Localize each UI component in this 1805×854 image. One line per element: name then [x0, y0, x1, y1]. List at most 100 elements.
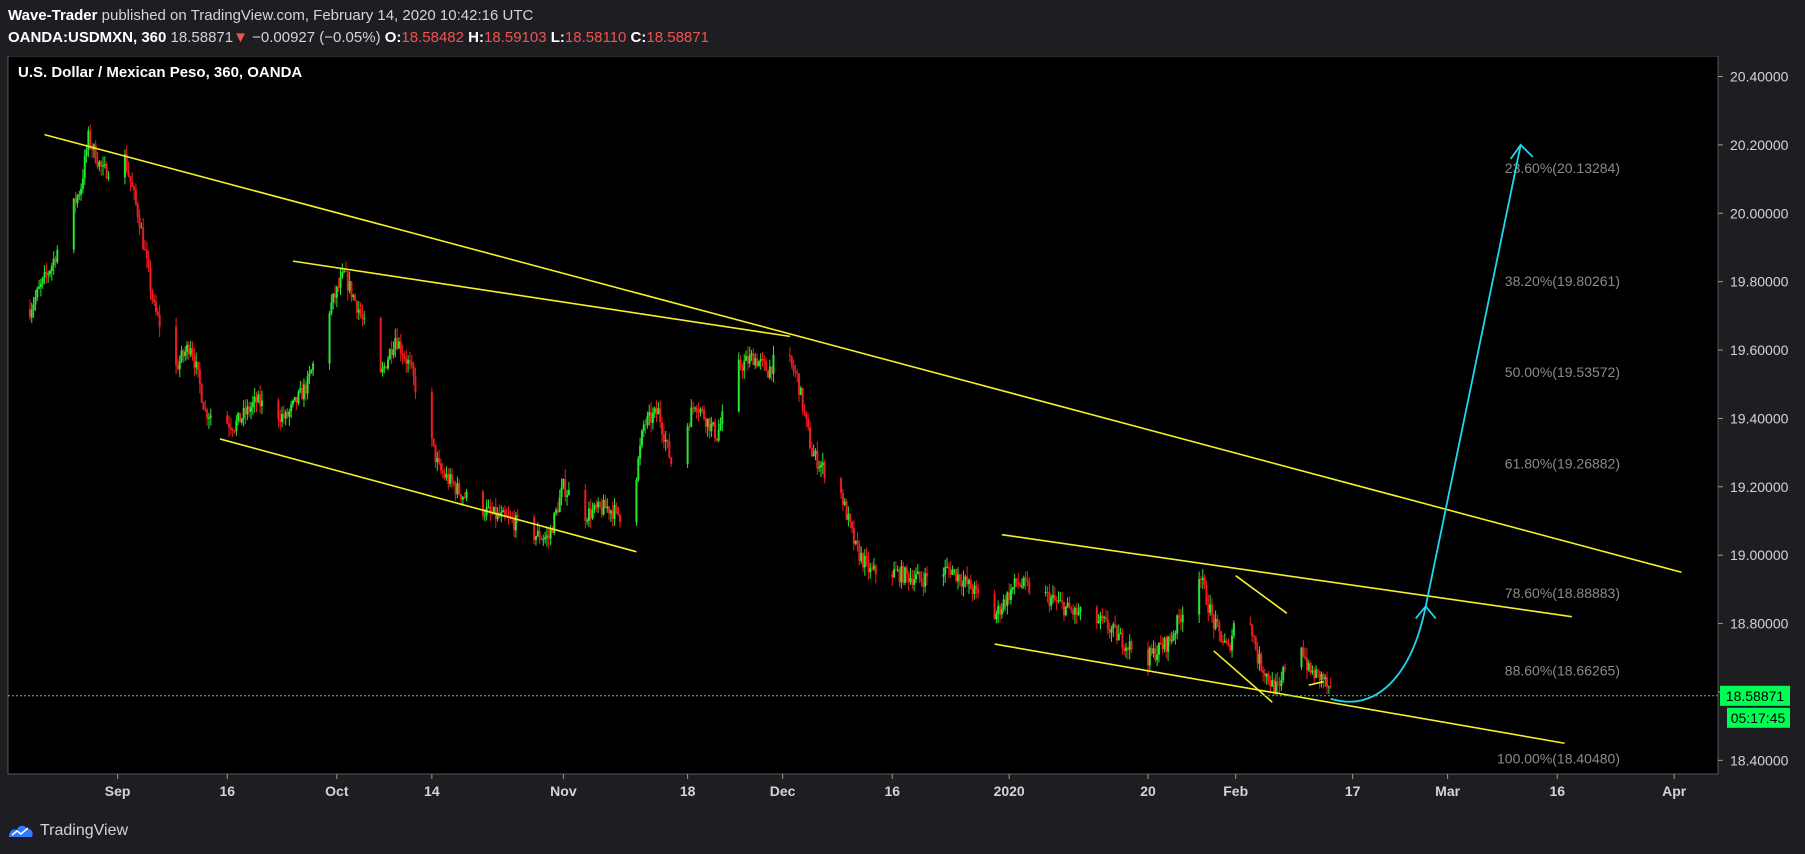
- candle-down: [1053, 595, 1056, 600]
- candle-up: [357, 309, 360, 313]
- candle-down: [540, 539, 543, 541]
- candle-up: [341, 272, 344, 278]
- candle-down: [796, 372, 799, 374]
- candle-down: [756, 358, 759, 367]
- candle-down: [516, 515, 519, 517]
- candle-up: [534, 536, 537, 540]
- candle-up: [1011, 587, 1014, 590]
- candle-down: [399, 341, 402, 354]
- candle-up: [39, 283, 42, 287]
- candle-down: [993, 593, 996, 620]
- trend-line[interactable]: [994, 643, 1565, 745]
- candle-down: [809, 427, 812, 449]
- candle-up: [306, 376, 309, 394]
- price-chart[interactable]: 23.60%(20.13284) 38.20%(19.80261) 50.00%(1…: [0, 56, 1805, 812]
- candle-down: [127, 170, 130, 177]
- candle-down: [432, 438, 435, 445]
- candle-down: [533, 516, 536, 540]
- candle-down: [1062, 602, 1065, 616]
- candle-down: [1019, 584, 1022, 587]
- bar-countdown-label: 05:17:45: [1731, 710, 1786, 726]
- candle-down: [410, 361, 413, 366]
- candle-down: [1326, 677, 1329, 687]
- candle-up: [609, 510, 612, 514]
- candle-up: [251, 402, 254, 408]
- candle-up: [1172, 634, 1175, 640]
- candle-up: [43, 272, 46, 278]
- candle-down: [200, 384, 203, 403]
- candle-down: [1267, 673, 1270, 682]
- candle-down: [94, 144, 97, 163]
- symbol-label[interactable]: OANDA:USDMXN, 360: [8, 29, 167, 46]
- chart-header: Wave-Trader published on TradingView.com…: [0, 0, 1805, 56]
- candle-down: [198, 369, 201, 385]
- candle-down: [131, 181, 134, 188]
- down-triangle-icon: ▼: [233, 29, 248, 46]
- candle-up: [81, 178, 84, 189]
- candle-up: [1125, 647, 1128, 651]
- candle-up: [1311, 670, 1314, 673]
- candle-up: [1000, 609, 1003, 615]
- candle-up: [944, 567, 947, 575]
- candle-down: [810, 448, 813, 457]
- candle-down: [688, 426, 691, 428]
- plot-area[interactable]: [8, 56, 1718, 774]
- candle-up: [1170, 639, 1173, 642]
- trend-line[interactable]: [1235, 575, 1288, 614]
- candle-down: [697, 411, 700, 413]
- candle-down: [617, 507, 620, 515]
- candle-down: [438, 457, 441, 464]
- candle-down: [96, 162, 99, 167]
- candle-down: [911, 578, 914, 585]
- candle-up: [242, 408, 245, 419]
- trend-line[interactable]: [44, 133, 1682, 574]
- candle-down: [708, 418, 711, 432]
- candle-down: [1106, 619, 1109, 630]
- candle-down: [350, 281, 353, 298]
- candle-down: [452, 481, 455, 485]
- candle-down: [977, 588, 980, 594]
- x-tick-label: 14: [424, 783, 440, 799]
- candle-down: [244, 408, 247, 415]
- candle-up: [748, 355, 751, 364]
- candle-up: [750, 353, 753, 356]
- trend-line[interactable]: [1213, 650, 1273, 703]
- trend-line[interactable]: [1001, 533, 1572, 618]
- candle-down: [1024, 577, 1027, 581]
- candle-up: [240, 418, 243, 423]
- candle-up: [1066, 602, 1069, 607]
- candle-up: [383, 366, 386, 369]
- candle-down: [659, 408, 662, 423]
- candle-up: [1064, 606, 1067, 616]
- candle-down: [1284, 667, 1287, 669]
- candle-up: [821, 462, 824, 466]
- candle-down: [405, 358, 408, 364]
- candle-down: [763, 359, 766, 362]
- candle-down: [1205, 584, 1208, 605]
- x-tick-label: 2020: [994, 783, 1025, 799]
- candle-down: [905, 567, 908, 574]
- candle-down: [538, 530, 541, 540]
- candle-up: [49, 271, 52, 275]
- projection-curve[interactable]: [1330, 606, 1427, 703]
- open-value: 18.58482: [401, 29, 464, 46]
- candle-down: [894, 569, 897, 571]
- candle-down: [898, 569, 901, 583]
- candle-down: [595, 504, 598, 508]
- candle-down: [920, 578, 923, 582]
- candle-down: [547, 535, 550, 539]
- candle-up: [593, 504, 596, 510]
- symbol-info: OANDA:USDMXN, 360 18.58871▼ −0.00927 (−0…: [8, 29, 709, 46]
- candle-down: [1210, 604, 1213, 615]
- author-name[interactable]: Wave-Trader: [8, 7, 98, 24]
- candle-down: [390, 349, 393, 356]
- trend-line[interactable]: [292, 260, 791, 338]
- projection-line[interactable]: [1424, 144, 1522, 607]
- x-tick-label: Apr: [1662, 783, 1687, 799]
- trend-line[interactable]: [1308, 680, 1324, 686]
- trend-line[interactable]: [219, 438, 637, 553]
- candle-up: [328, 313, 331, 364]
- tradingview-logo[interactable]: TradingView: [8, 822, 128, 840]
- candle-up: [85, 149, 88, 156]
- candle-down: [615, 505, 618, 508]
